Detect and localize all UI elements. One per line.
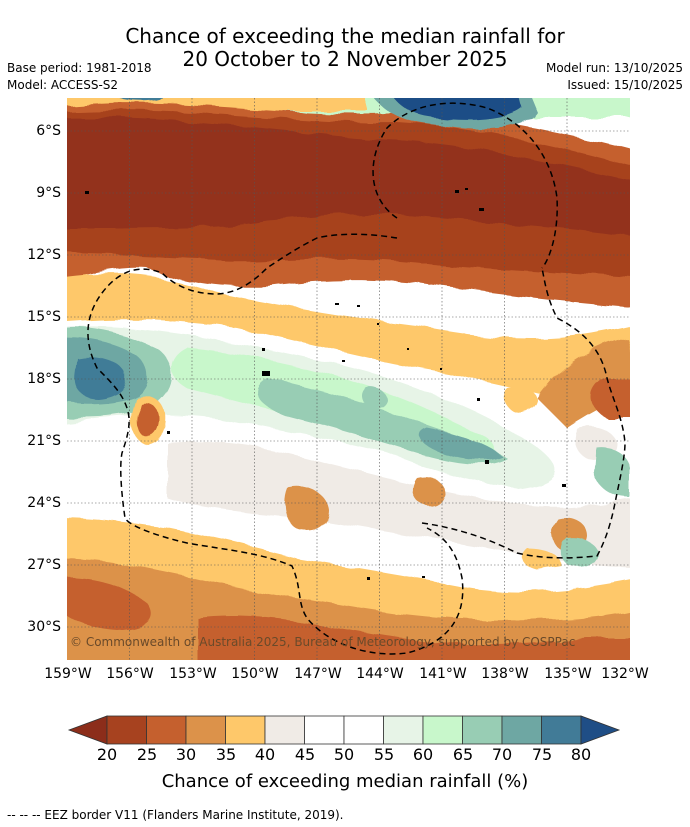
island-outlines xyxy=(85,188,566,580)
y-tick-label: 24°S xyxy=(27,495,61,511)
model-label: Model: ACCESS-S2 xyxy=(7,78,119,92)
colorbar-tick-label: 80 xyxy=(570,745,592,764)
colorbar-cell xyxy=(106,715,147,745)
y-tick-label: 30°S xyxy=(27,619,61,635)
x-tick-label: 153°W xyxy=(169,666,217,682)
map-gridlines xyxy=(67,98,630,660)
x-tick-label: 159°W xyxy=(44,666,92,682)
x-tick-label: 144°W xyxy=(356,666,404,682)
colorbar-cell xyxy=(225,715,266,745)
base-period-label: Base period: 1981-2018 xyxy=(7,61,152,75)
x-tick-label: 141°W xyxy=(419,666,467,682)
rainfall-probability-map: © Commonwealth of Australia 2025, Bureau… xyxy=(67,98,630,660)
eez-legend-note: -- -- -- EEZ border V11 (Flanders Marine… xyxy=(7,808,344,822)
colorbar-title: Chance of exceeding median rainfall (%) xyxy=(161,771,529,792)
issued-label: Issued: 15/10/2025 xyxy=(567,78,683,92)
y-tick-label: 15°S xyxy=(27,309,61,325)
y-tick-label: 9°S xyxy=(36,185,61,201)
y-tick-label: 21°S xyxy=(27,433,61,449)
x-tick-label: 135°W xyxy=(544,666,592,682)
colorbar-cells xyxy=(67,715,621,745)
x-tick-label: 138°W xyxy=(481,666,529,682)
copyright-notice: © Commonwealth of Australia 2025, Bureau… xyxy=(70,635,575,649)
map-title-line-2: 20 October to 2 November 2025 xyxy=(182,47,508,71)
x-tick-label: 132°W xyxy=(601,666,649,682)
x-tick-label: 147°W xyxy=(294,666,342,682)
y-tick-label: 12°S xyxy=(27,247,61,263)
colorbar-under-arrow xyxy=(67,715,108,745)
colorbar-tick-label: 30 xyxy=(175,745,197,764)
rainfall-contour-fills xyxy=(67,98,630,660)
colorbar-tick-label: 40 xyxy=(254,745,276,764)
colorbar-tick-label: 65 xyxy=(452,745,474,764)
colorbar-cell xyxy=(185,715,226,745)
colorbar-cell xyxy=(422,715,463,745)
y-tick-label: 18°S xyxy=(27,371,61,387)
colorbar-tick-label: 45 xyxy=(294,745,316,764)
eez-border-lines xyxy=(87,102,626,655)
colorbar-cell xyxy=(146,715,187,745)
map-title-line-1: Chance of exceeding the median rainfall … xyxy=(125,24,565,48)
colorbar-tick-label: 35 xyxy=(215,745,237,764)
colorbar-cell xyxy=(541,715,582,745)
colorbar-tick-label: 60 xyxy=(412,745,434,764)
colorbar-cell xyxy=(462,715,503,745)
colorbar-tick-label: 20 xyxy=(96,745,118,764)
colorbar-tick-label: 50 xyxy=(333,745,355,764)
y-tick-label: 6°S xyxy=(36,123,61,139)
colorbar-cell xyxy=(264,715,305,745)
colorbar-tick-label: 25 xyxy=(136,745,158,764)
colorbar-tick-label: 55 xyxy=(373,745,395,764)
x-tick-label: 156°W xyxy=(106,666,154,682)
colorbar xyxy=(67,715,621,745)
colorbar-tick-label: 75 xyxy=(531,745,553,764)
colorbar-cell xyxy=(501,715,542,745)
colorbar-tick-label: 70 xyxy=(491,745,513,764)
colorbar-cell xyxy=(383,715,424,745)
model-run-label: Model run: 13/10/2025 xyxy=(545,61,683,75)
colorbar-cell xyxy=(304,715,345,745)
x-tick-label: 150°W xyxy=(231,666,279,682)
colorbar-cell xyxy=(343,715,384,745)
colorbar-over-arrow xyxy=(580,715,621,745)
y-tick-label: 27°S xyxy=(27,557,61,573)
